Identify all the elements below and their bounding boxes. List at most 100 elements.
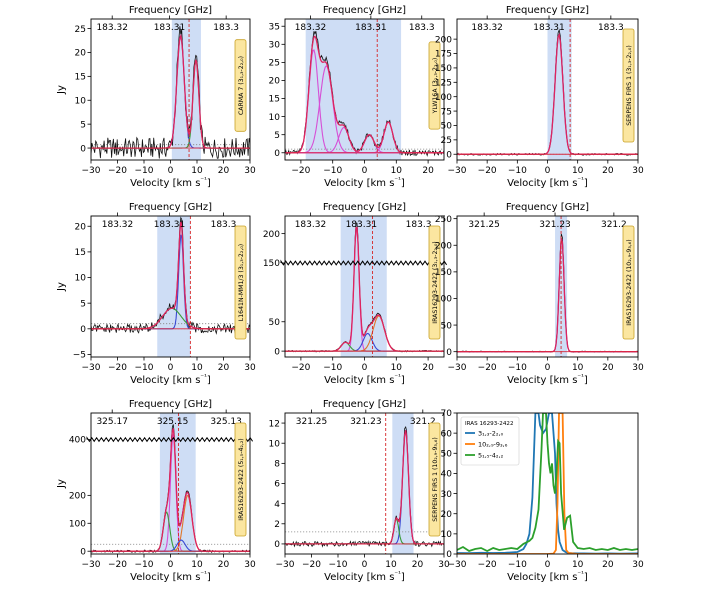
plot-area <box>457 413 638 554</box>
x-tick-label: −20 <box>108 560 127 570</box>
x-tick-label: −20 <box>108 363 127 373</box>
y-tick-label: 50 <box>441 321 453 331</box>
x-tick-label: −10 <box>323 166 342 176</box>
freq-tick-label: 321.2 <box>601 220 627 230</box>
freq-tick-label: 325.13 <box>210 417 242 427</box>
x-tick-label: 10 <box>191 560 203 570</box>
plot-area <box>91 413 250 554</box>
plot-area <box>285 216 444 357</box>
panel-9: −30 −20 −10 0 10 20 30010203040506070Velocity … <box>441 409 644 583</box>
x-tick-label: −10 <box>135 363 154 373</box>
x-tick-label: 20 <box>422 166 434 176</box>
x-tick-label: 10 <box>572 363 584 373</box>
frequency-axis-title: Frequency [GHz] <box>323 202 406 213</box>
y-tick-label: 0 <box>80 144 86 154</box>
y-tick-label: −5 <box>73 351 86 361</box>
source-label: L1641N-MM1/3 (3₁,₃-2₂,₀) <box>238 244 245 321</box>
freq-tick-label: 321.25 <box>296 417 328 427</box>
legend-box <box>460 416 520 466</box>
y-tick-label: 150 <box>435 64 452 74</box>
y-tick-label: 8 <box>274 460 280 470</box>
axes-frame <box>456 215 639 358</box>
y-tick-label: 20 <box>269 77 281 87</box>
y-tick-label: 25 <box>269 59 280 69</box>
source-label: IRAS16293-2422 (5₁,₅-4₂,₂) <box>238 438 245 520</box>
y-tick-label: 0 <box>80 547 86 557</box>
fit-component-1 <box>457 238 638 353</box>
frequency-axis-title: Frequency [GHz] <box>323 399 406 410</box>
y-tick-label: 175 <box>435 50 452 60</box>
y-tick-label: 10 <box>75 274 87 284</box>
source-label-box <box>622 225 635 340</box>
y-tick-label: 50 <box>269 318 281 328</box>
freq-tick-label: 183.31 <box>355 23 387 33</box>
y-tick-label: 30 <box>269 41 281 51</box>
velocity-axis-label: Velocity [km s⁻¹] <box>507 176 588 189</box>
x-tick-label: 0 <box>545 166 551 176</box>
y-tick-label: 20 <box>75 222 87 232</box>
x-tick-label: 20 <box>422 363 434 373</box>
velocity-band <box>157 216 191 357</box>
x-tick-label: 20 <box>602 560 614 570</box>
x-tick-label: 0 <box>168 166 174 176</box>
x-tick-label: −20 <box>291 363 310 373</box>
y-tick-label: 4 <box>274 500 280 510</box>
y-tick-label: 15 <box>75 73 86 83</box>
panel-1: −30 −20 −10 0 10 20 30 0 5 10 15 20 25 183.32 183.31 18… <box>56 5 256 189</box>
total-fit <box>91 33 250 149</box>
panel-3: −30 −20 −10 0 10 20 30 0 25 50 75 100 125 150 175 200 18… <box>435 5 644 189</box>
y-tick-label: 50 <box>441 122 453 132</box>
frequency-axis-title: Frequency [GHz] <box>506 202 589 213</box>
x-tick-label: 10 <box>191 166 203 176</box>
y-tick-label: 0 <box>446 150 452 160</box>
velocity-axis-label: Velocity [km s⁻¹] <box>324 570 405 583</box>
y-tick-label: 100 <box>435 93 452 103</box>
observed-spectrum <box>457 233 638 353</box>
axes-frame <box>90 18 251 161</box>
y-tick-label: 150 <box>435 268 452 278</box>
freq-tick-label: 183.3 <box>409 23 435 33</box>
y-tick-label: 40 <box>441 470 453 480</box>
x-tick-label: 0 <box>362 166 368 176</box>
x-tick-label: 30 <box>244 560 256 570</box>
frequency-axis-title: Frequency [GHz] <box>323 5 406 16</box>
freq-tick-label: 325.17 <box>96 417 128 427</box>
x-tick-label: 30 <box>632 166 644 176</box>
freq-tick-label: 183.31 <box>154 220 186 230</box>
legend-entry: 3₁,₃-2₂,₀ <box>478 430 504 438</box>
freq-tick-label: 183.32 <box>96 23 128 33</box>
velocity-axis-label: Velocity [km s⁻¹] <box>130 176 211 189</box>
velocity-axis-label: Velocity [km s⁻¹] <box>324 373 405 386</box>
x-tick-label: 20 <box>218 166 230 176</box>
y-tick-label: 0 <box>80 325 86 335</box>
legend-entry: 10₂,₉-9₃,₆ <box>478 441 508 449</box>
y-tick-label: 0 <box>446 550 452 560</box>
y-tick-label: 10 <box>75 96 87 106</box>
plot-area <box>91 19 250 160</box>
y-tick-label: 150 <box>263 259 280 269</box>
series-line-3 <box>457 413 638 553</box>
x-tick-label: 0 <box>545 363 551 373</box>
source-label: IRAS16293-2422 (10₂,₉-9₃,₆) <box>626 239 633 325</box>
velocity-band <box>340 216 387 357</box>
y-tick-label: 400 <box>69 436 86 446</box>
source-label-box <box>428 422 441 537</box>
y-tick-label: 60 <box>441 429 453 439</box>
y-tick-label: 6 <box>274 480 280 490</box>
freq-tick-label: 183.32 <box>102 220 134 230</box>
series-line-2 <box>457 413 638 554</box>
freq-tick-label: 183.3 <box>406 220 432 230</box>
y-axis-label: Jy <box>56 282 67 292</box>
source-label: SERPENS FIRS 1 (10₂,₉-9₃,₆) <box>432 437 439 522</box>
freq-tick-label: 321.23 <box>350 417 382 427</box>
y-tick-label: 15 <box>269 95 280 105</box>
plot-area <box>285 413 444 554</box>
x-tick-label: −30 <box>82 166 101 176</box>
source-label-box <box>428 41 441 130</box>
source-label-box <box>234 39 247 132</box>
y-tick-label: 10 <box>269 113 281 123</box>
x-tick-label: −20 <box>291 166 310 176</box>
y-tick-label: 125 <box>435 79 452 89</box>
y-tick-label: 0 <box>446 348 452 358</box>
x-tick-label: −10 <box>508 560 527 570</box>
